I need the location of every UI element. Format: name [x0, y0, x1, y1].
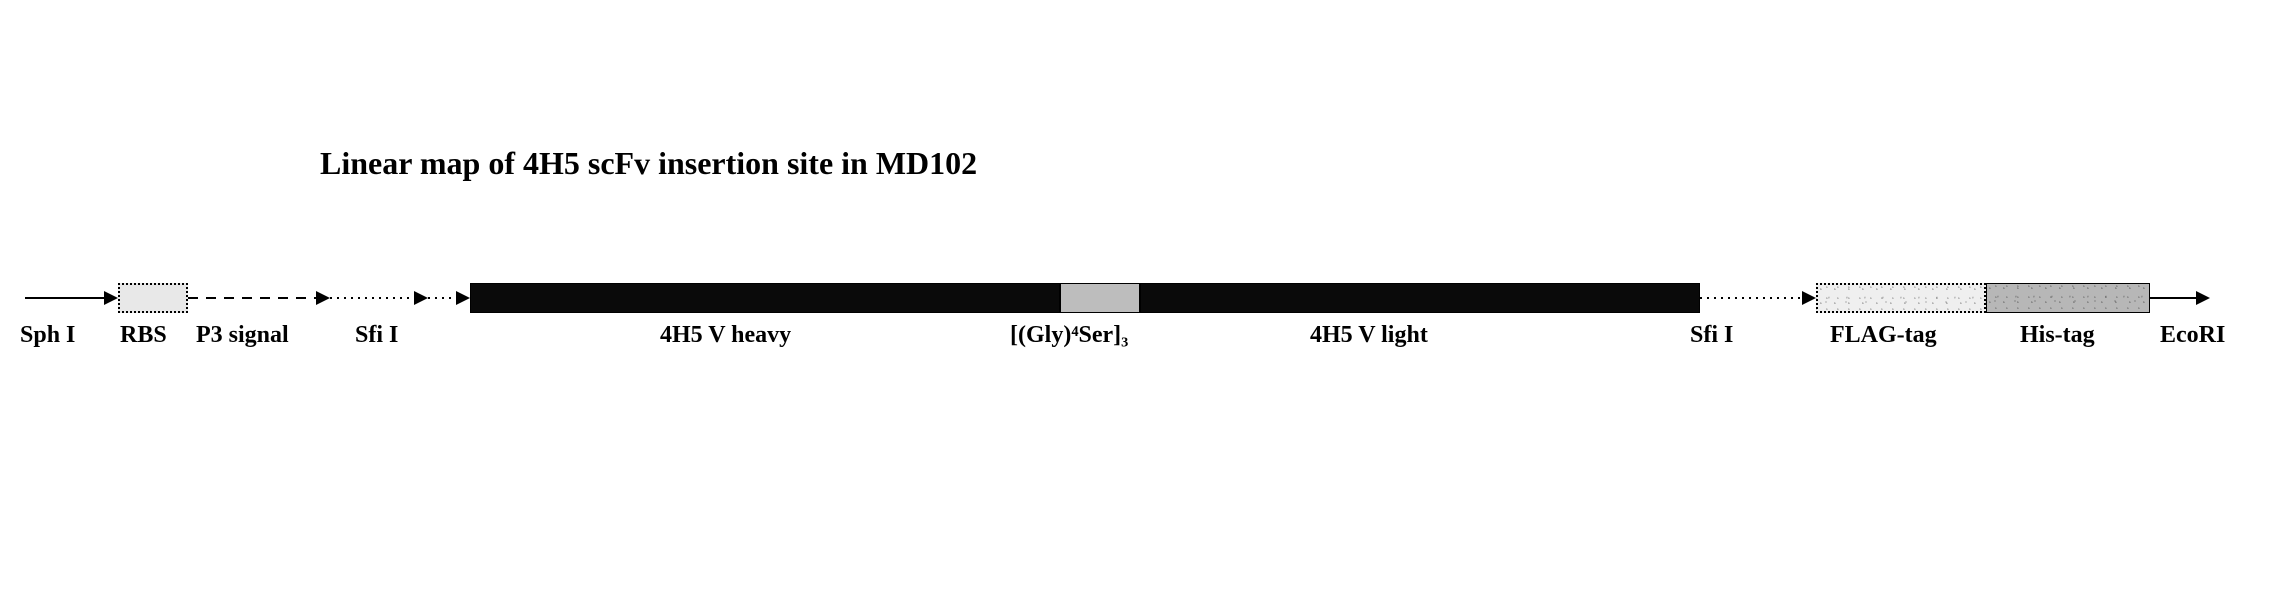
connector-c-p3-sfi1	[330, 291, 428, 305]
l-p3: P3 signal	[196, 322, 289, 349]
l-vh: 4H5 V heavy	[660, 322, 791, 349]
connector-c-sph-rbs	[25, 291, 118, 305]
segment-vheavy	[470, 283, 1060, 313]
l-rbs: RBS	[120, 322, 167, 349]
segment-his	[1986, 283, 2150, 313]
segment-vlight	[1140, 283, 1700, 313]
connector-c-sfi2-flag	[1700, 291, 1816, 305]
connector-c-his-ecori	[2150, 291, 2210, 305]
diagram-canvas: Linear map of 4H5 scFv insertion site in…	[0, 0, 2277, 598]
l-ecori: EcoRI	[2160, 322, 2225, 349]
l-linker: [(Gly)⁴Ser]₃	[1010, 322, 1128, 349]
segment-linker	[1060, 283, 1140, 313]
connector-c-rbs-p3	[188, 291, 330, 305]
l-sfi1: Sfi I	[355, 322, 398, 349]
segment-rbs	[118, 283, 188, 313]
segment-flag	[1816, 283, 1986, 313]
l-sfi2: Sfi I	[1690, 322, 1733, 349]
connector-c-sfi1-vh	[428, 291, 470, 305]
l-vl: 4H5 V light	[1310, 322, 1428, 349]
l-his: His-tag	[2020, 322, 2095, 349]
linear-map: Sph I RBS P3 signal Sfi I 4H5 V heavy [(Gly)⁴…	[0, 0, 2277, 598]
l-flag: FLAG-tag	[1830, 322, 1937, 349]
l-sph: Sph I	[20, 322, 75, 349]
